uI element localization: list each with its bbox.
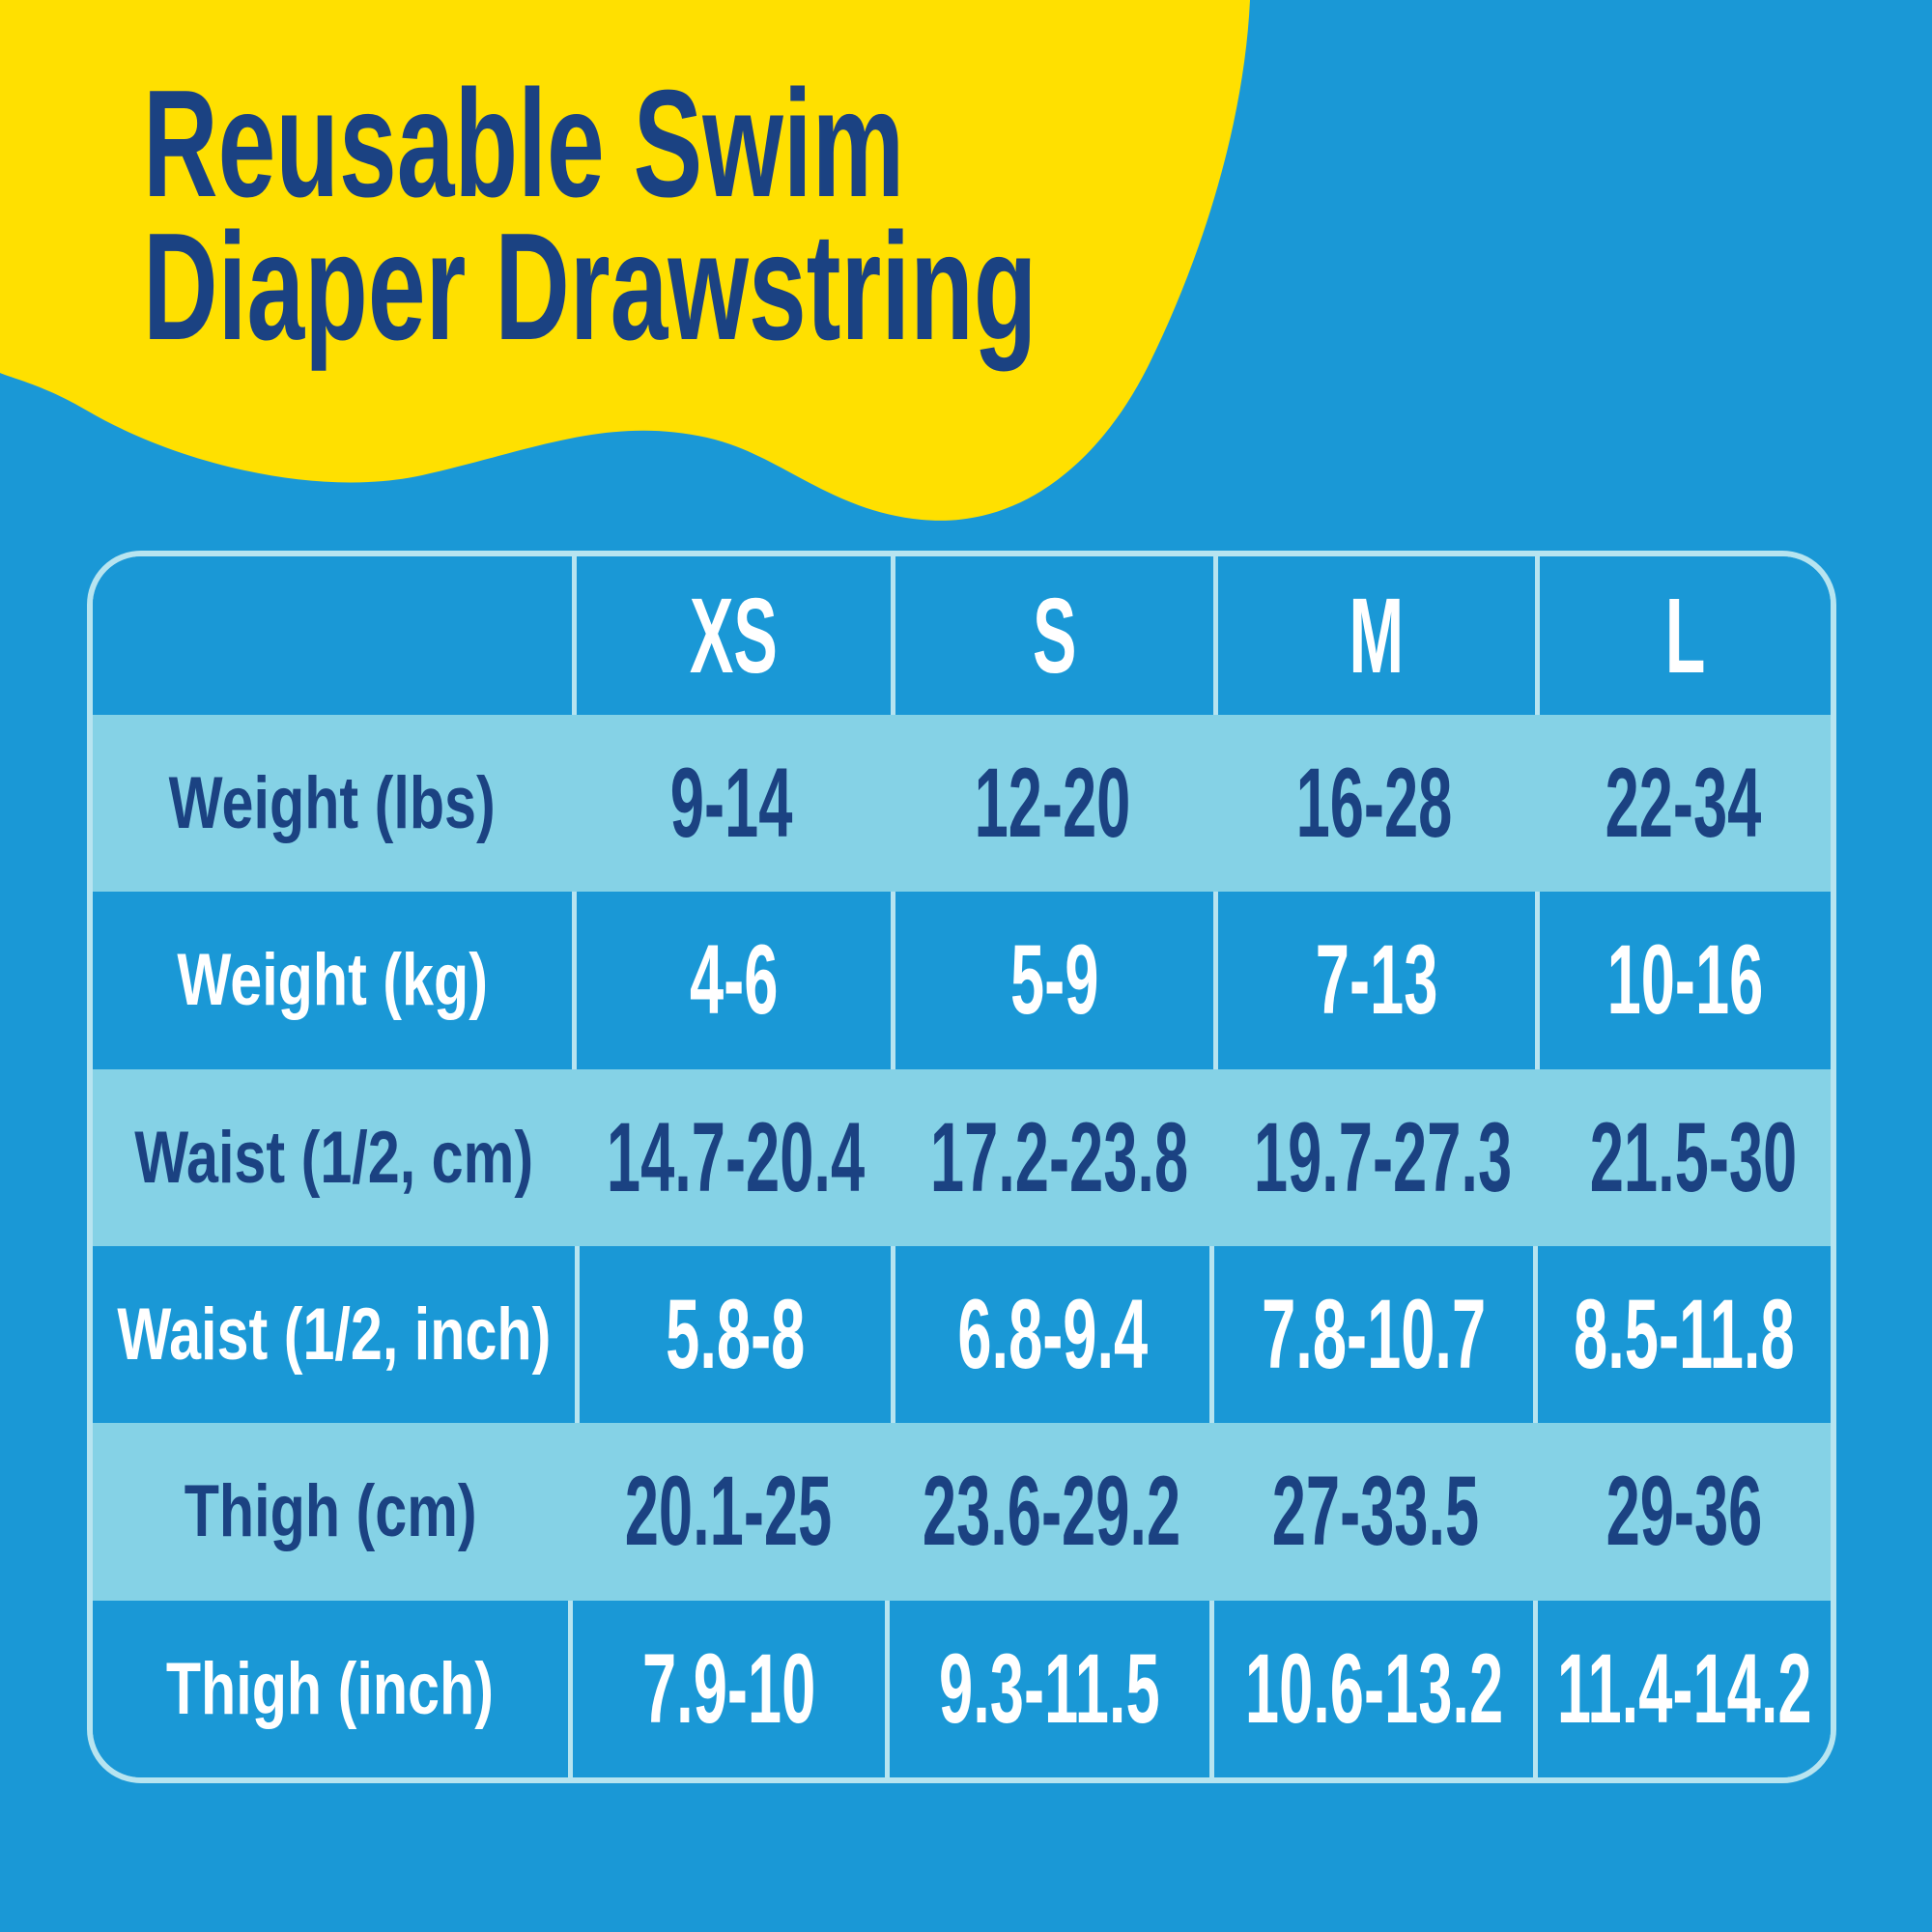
title-line-2: Diaper Drawstring bbox=[143, 202, 1037, 372]
size-header-label: L bbox=[1664, 576, 1706, 696]
size-value: 27-33.5 bbox=[1271, 1456, 1480, 1567]
row-label-cell: Waist (1/2, inch) bbox=[93, 1246, 575, 1423]
size-value: 21.5-30 bbox=[1589, 1101, 1798, 1212]
size-value: 9.3-11.5 bbox=[939, 1633, 1160, 1744]
size-header-label: S bbox=[1033, 576, 1077, 696]
col-header-l: L bbox=[1535, 556, 1831, 715]
size-value-cell: 7-13 bbox=[1213, 892, 1535, 1069]
size-value-cell: 8.5-11.8 bbox=[1533, 1245, 1831, 1424]
size-value: 16-28 bbox=[1295, 748, 1453, 859]
size-value: 12-20 bbox=[974, 748, 1131, 859]
size-value: 7.8-10.7 bbox=[1261, 1279, 1487, 1390]
size-value: 11.4-14.2 bbox=[1556, 1633, 1812, 1744]
size-value-cell: 21.5-30 bbox=[1545, 1069, 1831, 1246]
row-label: Weight (kg) bbox=[177, 939, 488, 1022]
size-value: 4-6 bbox=[689, 924, 779, 1036]
size-value-cell: 11.4-14.2 bbox=[1533, 1600, 1831, 1777]
size-value: 7.9-10 bbox=[641, 1633, 816, 1744]
col-header-xs: XS bbox=[571, 556, 892, 715]
size-value-cell: 22-34 bbox=[1535, 715, 1831, 892]
size-value: 6.8-9.4 bbox=[957, 1279, 1148, 1390]
row-label: Thigh (cm) bbox=[184, 1470, 477, 1553]
size-value: 22-34 bbox=[1605, 748, 1761, 859]
size-value: 5-9 bbox=[1010, 924, 1099, 1036]
size-value-cell: 4-6 bbox=[571, 892, 892, 1069]
size-value-cell: 9-14 bbox=[572, 715, 892, 892]
size-value-cell: 6.8-9.4 bbox=[891, 1245, 1209, 1424]
size-value: 10-16 bbox=[1606, 924, 1764, 1036]
size-header-label: M bbox=[1349, 576, 1405, 696]
col-header-m: M bbox=[1213, 556, 1535, 715]
table-row: Thigh (inch) 7.9-10 9.3-11.5 10.6-13.2 11.4-… bbox=[93, 1600, 1831, 1777]
size-value-cell: 5.8-8 bbox=[575, 1245, 891, 1424]
size-value: 8.5-11.8 bbox=[1574, 1279, 1795, 1390]
row-label: Waist (1/2, inch) bbox=[116, 1293, 552, 1377]
size-value: 20.1-25 bbox=[624, 1456, 833, 1567]
size-value-cell: 5-9 bbox=[891, 892, 1213, 1069]
size-value: 7-13 bbox=[1315, 924, 1438, 1036]
size-value-cell: 10-16 bbox=[1535, 892, 1831, 1069]
size-value-cell: 19.7-27.3 bbox=[1221, 1069, 1545, 1246]
size-value-cell: 27-33.5 bbox=[1214, 1423, 1538, 1600]
size-value-cell: 7.9-10 bbox=[567, 1600, 885, 1777]
row-label-cell: Weight (kg) bbox=[93, 892, 572, 1068]
size-value-cell: 7.8-10.7 bbox=[1209, 1245, 1533, 1424]
col-header-s: S bbox=[891, 556, 1213, 715]
size-value-cell: 14.7-20.4 bbox=[575, 1069, 896, 1246]
size-value: 19.7-27.3 bbox=[1253, 1101, 1513, 1212]
size-header-label: XS bbox=[690, 576, 779, 696]
table-row: Weight (lbs) 9-14 12-20 16-28 22-34 bbox=[93, 715, 1831, 893]
table-row: Thigh (cm) 20.1-25 23.6-29.2 27-33.5 29-36 bbox=[93, 1423, 1831, 1601]
size-value: 17.2-23.8 bbox=[929, 1101, 1188, 1212]
table-row: Weight (kg) 4-6 5-9 7-13 10-16 bbox=[93, 892, 1831, 1069]
size-value-cell: 9.3-11.5 bbox=[885, 1600, 1209, 1777]
row-label-cell: Weight (lbs) bbox=[93, 715, 572, 892]
size-value-cell: 16-28 bbox=[1213, 715, 1535, 892]
page-title: Reusable Swim Diaper Drawstring bbox=[143, 59, 1037, 372]
row-label-cell: Waist (1/2, cm) bbox=[93, 1069, 575, 1246]
size-value: 29-36 bbox=[1605, 1456, 1763, 1567]
row-label-cell: Thigh (cm) bbox=[93, 1423, 568, 1600]
size-value-cell: 23.6-29.2 bbox=[890, 1423, 1214, 1600]
size-value: 9-14 bbox=[669, 748, 793, 859]
size-value-cell: 20.1-25 bbox=[568, 1423, 890, 1600]
row-label: Waist (1/2, cm) bbox=[134, 1116, 533, 1199]
corner-cell bbox=[93, 556, 572, 715]
size-value: 5.8-8 bbox=[665, 1279, 806, 1390]
table-header-row: XS S M L bbox=[93, 556, 1831, 715]
row-label: Weight (lbs) bbox=[168, 762, 496, 845]
table-row: Waist (1/2, inch) 5.8-8 6.8-9.4 7.8-10.7 8.5… bbox=[93, 1245, 1831, 1424]
size-value: 14.7-20.4 bbox=[606, 1101, 866, 1212]
size-chart-table: XS S M L Weight (lbs) 9-14 12-20 16-28 22-34… bbox=[87, 551, 1836, 1783]
size-value-cell: 17.2-23.8 bbox=[896, 1069, 1221, 1246]
size-value-cell: 10.6-13.2 bbox=[1209, 1600, 1533, 1777]
size-value: 10.6-13.2 bbox=[1244, 1633, 1503, 1744]
title-line-1: Reusable Swim bbox=[143, 59, 905, 229]
size-value-cell: 29-36 bbox=[1538, 1423, 1831, 1600]
row-label: Thigh (inch) bbox=[166, 1647, 495, 1730]
row-label-cell: Thigh (inch) bbox=[93, 1601, 568, 1777]
size-value: 23.6-29.2 bbox=[922, 1456, 1181, 1567]
size-value-cell: 12-20 bbox=[891, 715, 1213, 892]
table-row: Waist (1/2, cm) 14.7-20.4 17.2-23.8 19.7-27… bbox=[93, 1068, 1831, 1246]
